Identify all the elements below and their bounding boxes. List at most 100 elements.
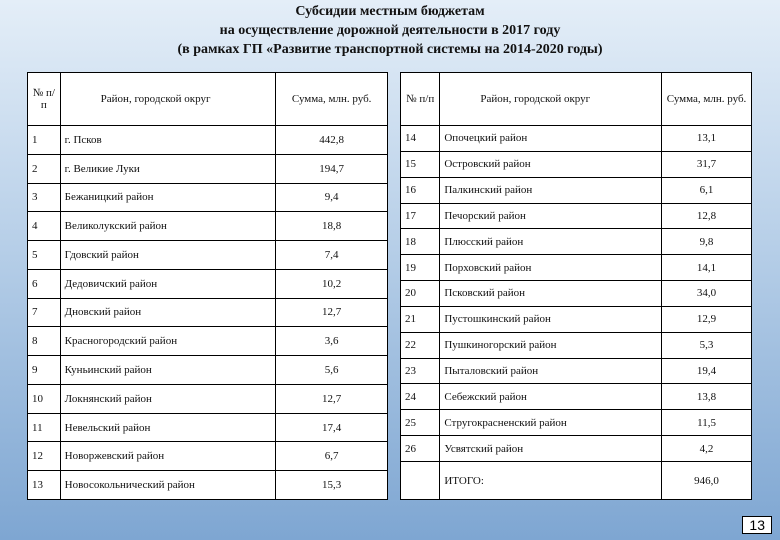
district: Пыталовский район: [439, 357, 663, 385]
row-number: 21: [399, 305, 441, 333]
amount: 194,7: [275, 153, 388, 184]
row-number: 15: [399, 150, 441, 178]
row-number: 25: [399, 409, 441, 437]
empty-cell: [399, 461, 441, 500]
district: Великолукский район: [59, 211, 277, 242]
table-row: 14 Опочецкий район 13,1: [399, 125, 752, 152]
table-row: 15 Островский район 31,7: [399, 150, 752, 178]
title-line: Субсидии местным бюджетам: [295, 4, 485, 19]
table-row: 13 Новосокольнический район 15,3: [27, 470, 388, 500]
amount: 19,4: [661, 357, 752, 385]
district: Куньинский район: [59, 355, 277, 385]
table-row: 21 Пустошкинский район 12,9: [399, 305, 752, 333]
table-row: 18 Плюсский район 9,8: [399, 228, 752, 256]
district: Невельский район: [59, 412, 277, 443]
table-row: 12 Новоржевский район 6,7: [27, 441, 388, 472]
row-number: 12: [27, 441, 61, 472]
header-cell: № п/п: [399, 72, 441, 126]
district: Опочецкий район: [439, 125, 663, 152]
district: Порховский район: [439, 254, 663, 282]
amount: 12,9: [661, 305, 752, 333]
amount: 7,4: [275, 240, 388, 270]
district: Пустошкинский район: [439, 305, 663, 333]
table-row: 19 Порховский район 14,1: [399, 254, 752, 282]
table-row: 9 Куньинский район 5,6: [27, 355, 388, 385]
table-row: 24 Себежский район 13,8: [399, 383, 752, 411]
row-number: 3: [27, 182, 61, 213]
title-line: (в рамках ГП «Развитие транспортной сист…: [177, 42, 603, 57]
row-number: 26: [399, 435, 441, 462]
district: г. Псков: [59, 125, 277, 155]
amount: 15,3: [275, 470, 388, 500]
amount: 14,1: [661, 254, 752, 282]
header-cell: Район, городской округ: [59, 72, 277, 126]
district: г. Великие Луки: [59, 153, 277, 184]
total-value: 946,0: [661, 461, 752, 500]
row-number: 7: [27, 297, 61, 328]
row-number: 24: [399, 383, 441, 411]
district: Плюсский район: [439, 228, 663, 256]
table-row: 1 г. Псков 442,8: [27, 125, 388, 155]
row-number: 13: [27, 470, 61, 500]
row-number: 2: [27, 153, 61, 184]
district: Печорский район: [439, 202, 663, 230]
table-row: 6 Дедовичский район 10,2: [27, 268, 388, 299]
row-number: 18: [399, 228, 441, 256]
table-row: 4 Великолукский район 18,8: [27, 211, 388, 242]
title-line: на осуществление дорожной деятельности в…: [219, 23, 561, 38]
district: Стругокрасненский район: [439, 409, 663, 437]
title: Субсидии местным бюджетам на осуществлени…: [0, 2, 780, 59]
header-cell: Сумма, млн. руб.: [661, 72, 752, 126]
amount: 9,4: [275, 182, 388, 213]
amount: 18,8: [275, 211, 388, 242]
district: Пушкиногорский район: [439, 331, 663, 359]
table-row: 22 Пушкиногорский район 5,3: [399, 331, 752, 359]
row-number: 17: [399, 202, 441, 230]
amount: 13,1: [661, 125, 752, 152]
row-number: 9: [27, 355, 61, 385]
header-row: № п/п Район, городской округ Сумма, млн. р…: [399, 72, 752, 126]
amount: 17,4: [275, 412, 388, 443]
table-row: 26 Усвятский район 4,2: [399, 435, 752, 462]
amount: 442,8: [275, 125, 388, 155]
table-row: 20 Псковский район 34,0: [399, 280, 752, 307]
header-cell: Район, городской округ: [439, 72, 663, 126]
row-number: 22: [399, 331, 441, 359]
total-label: ИТОГО:: [439, 461, 663, 500]
row-number: 8: [27, 326, 61, 357]
row-number: 23: [399, 357, 441, 385]
row-number: 1: [27, 125, 61, 155]
row-number: 10: [27, 383, 61, 414]
amount: 3,6: [275, 326, 388, 357]
district: Дновский район: [59, 297, 277, 328]
amount: 6,1: [661, 176, 752, 204]
amount: 12,7: [275, 297, 388, 328]
table-row: 16 Палкинский район 6,1: [399, 176, 752, 204]
amount: 5,6: [275, 355, 388, 385]
row-number: 6: [27, 268, 61, 299]
district: Дедовичский район: [59, 268, 277, 299]
amount: 5,3: [661, 331, 752, 359]
table-row: 17 Печорский район 12,8: [399, 202, 752, 230]
table-row: 10 Локнянский район 12,7: [27, 383, 388, 414]
amount: 10,2: [275, 268, 388, 299]
amount: 12,8: [661, 202, 752, 230]
total-row: ИТОГО: 946,0: [399, 461, 752, 500]
district: Палкинский район: [439, 176, 663, 204]
amount: 11,5: [661, 409, 752, 437]
row-number: 5: [27, 240, 61, 270]
district: Усвятский район: [439, 435, 663, 462]
district: Новосокольнический район: [59, 470, 277, 500]
table-row: 7 Дновский район 12,7: [27, 297, 388, 328]
header-row: № п/п Район, городской округ Сумма, млн. р…: [27, 72, 388, 126]
amount: 13,8: [661, 383, 752, 411]
table-row: 23 Пыталовский район 19,4: [399, 357, 752, 385]
row-number: 14: [399, 125, 441, 152]
district: Бежаницкий район: [59, 182, 277, 213]
district: Красногородский район: [59, 326, 277, 357]
left-table: № п/п Район, городской округ Сумма, млн. р…: [27, 72, 388, 500]
district: Локнянский район: [59, 383, 277, 414]
district: Себежский район: [439, 383, 663, 411]
row-number: 4: [27, 211, 61, 242]
row-number: 16: [399, 176, 441, 204]
